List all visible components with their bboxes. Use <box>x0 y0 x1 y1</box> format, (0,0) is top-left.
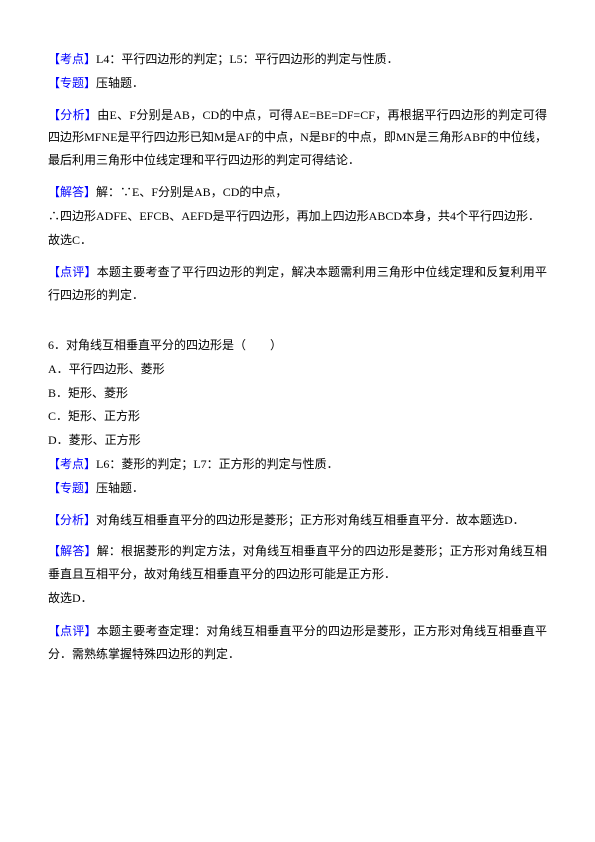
zhuanti-label-2: 【专题】 <box>48 481 96 495</box>
fenxi-row: 【分析】由E、F分别是AB，CD的中点，可得AE=BE=DF=CF，再根据平行四… <box>48 104 547 172</box>
question-2-num: 6． <box>48 338 66 352</box>
fenxi-label: 【分析】 <box>48 108 97 122</box>
kaodian-row: 【考点】L4：平行四边形的判定；L5：平行四边形的判定与性质． <box>48 48 547 71</box>
zhuanti-row: 【专题】压轴题． <box>48 72 547 95</box>
zhuanti-text: 压轴题． <box>96 76 144 90</box>
option-b: B．矩形、菱形 <box>48 382 547 405</box>
fenxi-text-2: 对角线互相垂直平分的四边形是菱形；正方形对角线互相垂直平分．故本题选D． <box>96 513 525 527</box>
jieda-text-2: ∴四边形ADFE、EFCB、AEFD是平行四边形，再加上四边形ABCD本身，共4… <box>48 205 547 228</box>
jieda-row-2-1: 【解答】解：根据菱形的判定方法，对角线互相垂直平分的四边形是菱形；正方形对角线互… <box>48 540 547 586</box>
zhuanti-text-2: 压轴题． <box>96 481 144 495</box>
option-c: C．矩形、正方形 <box>48 405 547 428</box>
jieda-label: 【解答】 <box>48 185 96 199</box>
dianping-row-2: 【点评】本题主要考查定理：对角线互相垂直平分的四边形是菱形，正方形对角线互相垂直… <box>48 620 547 666</box>
kaodian-label-2: 【考点】 <box>48 457 96 471</box>
jieda-block: 【解答】解：∵E、F分别是AB，CD的中点， ∴四边形ADFE、EFCB、AEF… <box>48 181 547 251</box>
dianping-text-2: 本题主要考查定理：对角线互相垂直平分的四边形是菱形，正方形对角线互相垂直平分．需… <box>48 624 547 661</box>
dianping-row: 【点评】本题主要考查了平行四边形的判定，解决本题需利用三角形中位线定理和反复利用… <box>48 261 547 307</box>
zhuanti-label: 【专题】 <box>48 76 96 90</box>
jieda-label-2: 【解答】 <box>48 544 97 558</box>
jieda-text-3: 故选C． <box>48 229 547 252</box>
zhuanti-row-2: 【专题】压轴题． <box>48 477 547 500</box>
question-2-stem-text: 对角线互相垂直平分的四边形是（ ） <box>66 338 282 352</box>
question-1-analysis: 【考点】L4：平行四边形的判定；L5：平行四边形的判定与性质． 【专题】压轴题．… <box>48 48 547 307</box>
question-2-stem: 6．对角线互相垂直平分的四边形是（ ） <box>48 334 547 357</box>
kaodian-text: L4：平行四边形的判定；L5：平行四边形的判定与性质． <box>96 52 399 66</box>
jieda-text-2-1: 解：根据菱形的判定方法，对角线互相垂直平分的四边形是菱形；正方形对角线互相垂直且… <box>48 544 547 581</box>
fenxi-text: 由E、F分别是AB，CD的中点，可得AE=BE=DF=CF，再根据平行四边形的判… <box>48 108 547 168</box>
question-2: 6．对角线互相垂直平分的四边形是（ ） A．平行四边形、菱形 B．矩形、菱形 C… <box>48 334 547 665</box>
jieda-text-1: 解：∵E、F分别是AB，CD的中点， <box>96 185 287 199</box>
fenxi-label-2: 【分析】 <box>48 513 96 527</box>
dianping-label-2: 【点评】 <box>48 624 97 638</box>
fenxi-row-2: 【分析】对角线互相垂直平分的四边形是菱形；正方形对角线互相垂直平分．故本题选D． <box>48 509 547 532</box>
dianping-label: 【点评】 <box>48 265 97 279</box>
option-d: D．菱形、正方形 <box>48 429 547 452</box>
jieda-text-2-2: 故选D． <box>48 587 547 610</box>
kaodian-text-2: L6：菱形的判定；L7：正方形的判定与性质． <box>96 457 339 471</box>
kaodian-label: 【考点】 <box>48 52 96 66</box>
option-a: A．平行四边形、菱形 <box>48 358 547 381</box>
kaodian-row-2: 【考点】L6：菱形的判定；L7：正方形的判定与性质． <box>48 453 547 476</box>
jieda-row-1: 【解答】解：∵E、F分别是AB，CD的中点， <box>48 181 547 204</box>
jieda-block-2: 【解答】解：根据菱形的判定方法，对角线互相垂直平分的四边形是菱形；正方形对角线互… <box>48 540 547 609</box>
dianping-text: 本题主要考查了平行四边形的判定，解决本题需利用三角形中位线定理和反复利用平行四边… <box>48 265 547 302</box>
